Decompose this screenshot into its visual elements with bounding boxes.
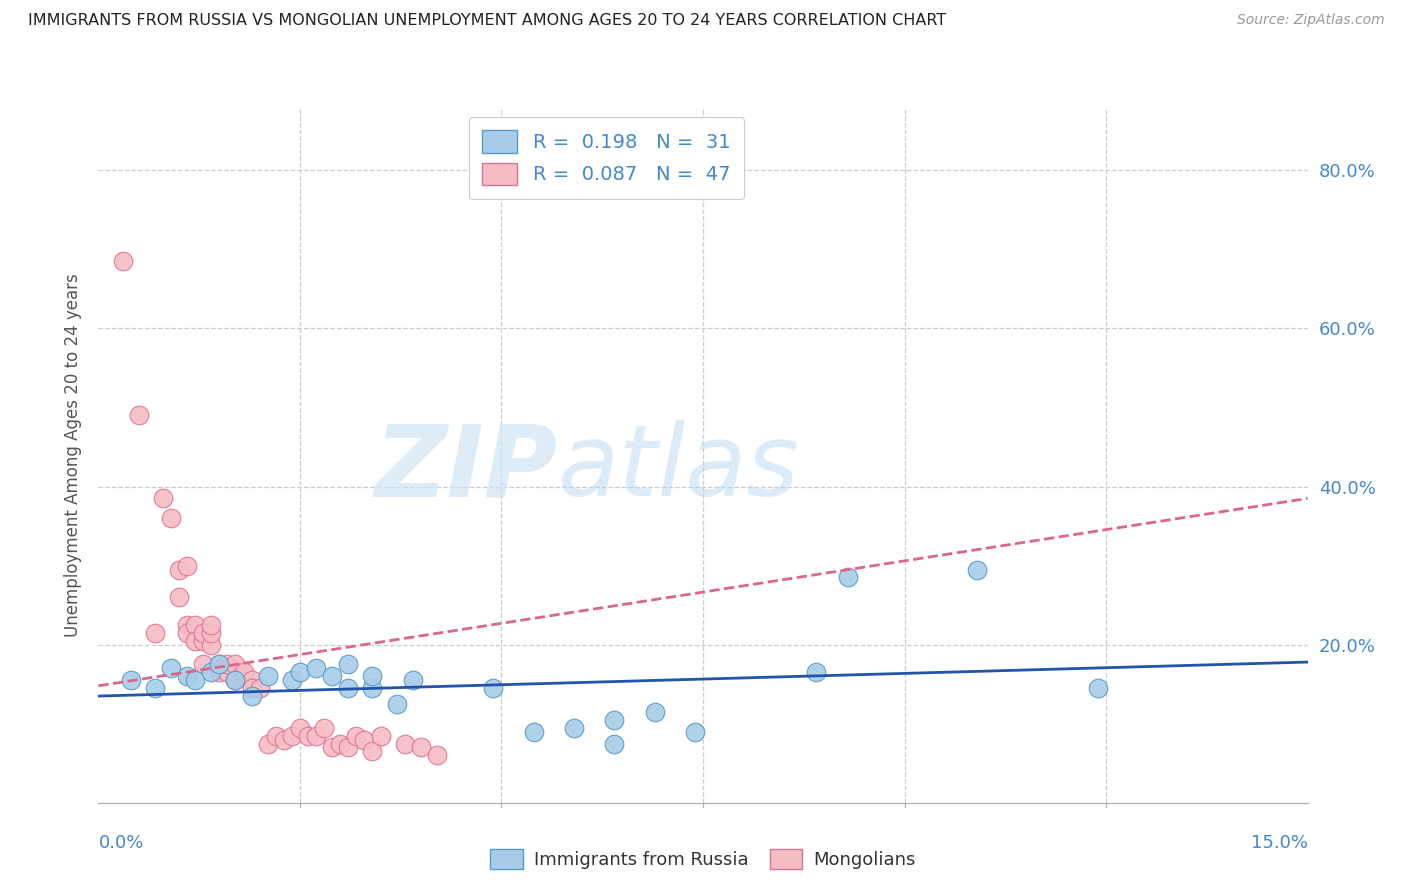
- Point: [217, 665, 239, 680]
- Point: [167, 563, 190, 577]
- Text: ZIP: ZIP: [375, 420, 558, 517]
- Point: [160, 511, 183, 525]
- Point: [120, 673, 142, 688]
- Point: [200, 638, 222, 652]
- Point: [200, 625, 222, 640]
- Point: [217, 657, 239, 672]
- Point: [208, 665, 231, 680]
- Point: [184, 633, 207, 648]
- Point: [240, 689, 263, 703]
- Text: 0.0%: 0.0%: [98, 834, 143, 852]
- Point: [305, 661, 328, 675]
- Point: [683, 724, 706, 739]
- Point: [337, 657, 360, 672]
- Point: [128, 409, 150, 423]
- Point: [193, 657, 215, 672]
- Point: [1087, 681, 1109, 695]
- Point: [314, 721, 336, 735]
- Point: [281, 673, 304, 688]
- Text: IMMIGRANTS FROM RUSSIA VS MONGOLIAN UNEMPLOYMENT AMONG AGES 20 TO 24 YEARS CORRE: IMMIGRANTS FROM RUSSIA VS MONGOLIAN UNEM…: [28, 13, 946, 29]
- Point: [208, 657, 231, 672]
- Point: [111, 254, 134, 268]
- Point: [224, 657, 246, 672]
- Point: [152, 491, 174, 506]
- Point: [321, 669, 343, 683]
- Point: [249, 681, 271, 695]
- Point: [193, 633, 215, 648]
- Point: [232, 669, 254, 683]
- Point: [562, 721, 585, 735]
- Point: [321, 740, 343, 755]
- Point: [337, 740, 360, 755]
- Point: [200, 618, 222, 632]
- Point: [837, 570, 859, 584]
- Y-axis label: Unemployment Among Ages 20 to 24 years: Unemployment Among Ages 20 to 24 years: [63, 273, 82, 637]
- Point: [176, 618, 198, 632]
- Point: [402, 673, 425, 688]
- Point: [361, 681, 384, 695]
- Point: [273, 732, 295, 747]
- Point: [305, 729, 328, 743]
- Point: [281, 729, 304, 743]
- Point: [370, 729, 392, 743]
- Point: [394, 737, 416, 751]
- Point: [208, 657, 231, 672]
- Point: [256, 669, 278, 683]
- Legend: Immigrants from Russia, Mongolians: Immigrants from Russia, Mongolians: [481, 839, 925, 879]
- Point: [232, 665, 254, 680]
- Point: [353, 732, 375, 747]
- Point: [385, 697, 408, 711]
- Point: [240, 673, 263, 688]
- Point: [344, 729, 367, 743]
- Point: [256, 737, 278, 751]
- Legend: R =  0.198   N =  31, R =  0.087   N =  47: R = 0.198 N = 31, R = 0.087 N = 47: [468, 117, 744, 199]
- Point: [160, 661, 183, 675]
- Point: [361, 744, 384, 758]
- Point: [184, 618, 207, 632]
- Point: [143, 681, 166, 695]
- Point: [603, 713, 626, 727]
- Point: [288, 721, 311, 735]
- Point: [288, 665, 311, 680]
- Point: [264, 729, 287, 743]
- Point: [176, 558, 198, 573]
- Point: [966, 563, 988, 577]
- Text: Source: ZipAtlas.com: Source: ZipAtlas.com: [1237, 13, 1385, 28]
- Point: [193, 625, 215, 640]
- Point: [337, 681, 360, 695]
- Point: [167, 591, 190, 605]
- Text: atlas: atlas: [558, 420, 800, 517]
- Point: [224, 673, 246, 688]
- Text: 15.0%: 15.0%: [1250, 834, 1308, 852]
- Point: [176, 625, 198, 640]
- Point: [200, 665, 222, 680]
- Point: [184, 673, 207, 688]
- Point: [224, 673, 246, 688]
- Point: [523, 724, 546, 739]
- Point: [297, 729, 319, 743]
- Point: [426, 748, 449, 763]
- Point: [482, 681, 505, 695]
- Point: [409, 740, 432, 755]
- Point: [176, 669, 198, 683]
- Point: [361, 669, 384, 683]
- Point: [603, 737, 626, 751]
- Point: [143, 625, 166, 640]
- Point: [644, 705, 666, 719]
- Point: [804, 665, 827, 680]
- Point: [329, 737, 352, 751]
- Point: [240, 681, 263, 695]
